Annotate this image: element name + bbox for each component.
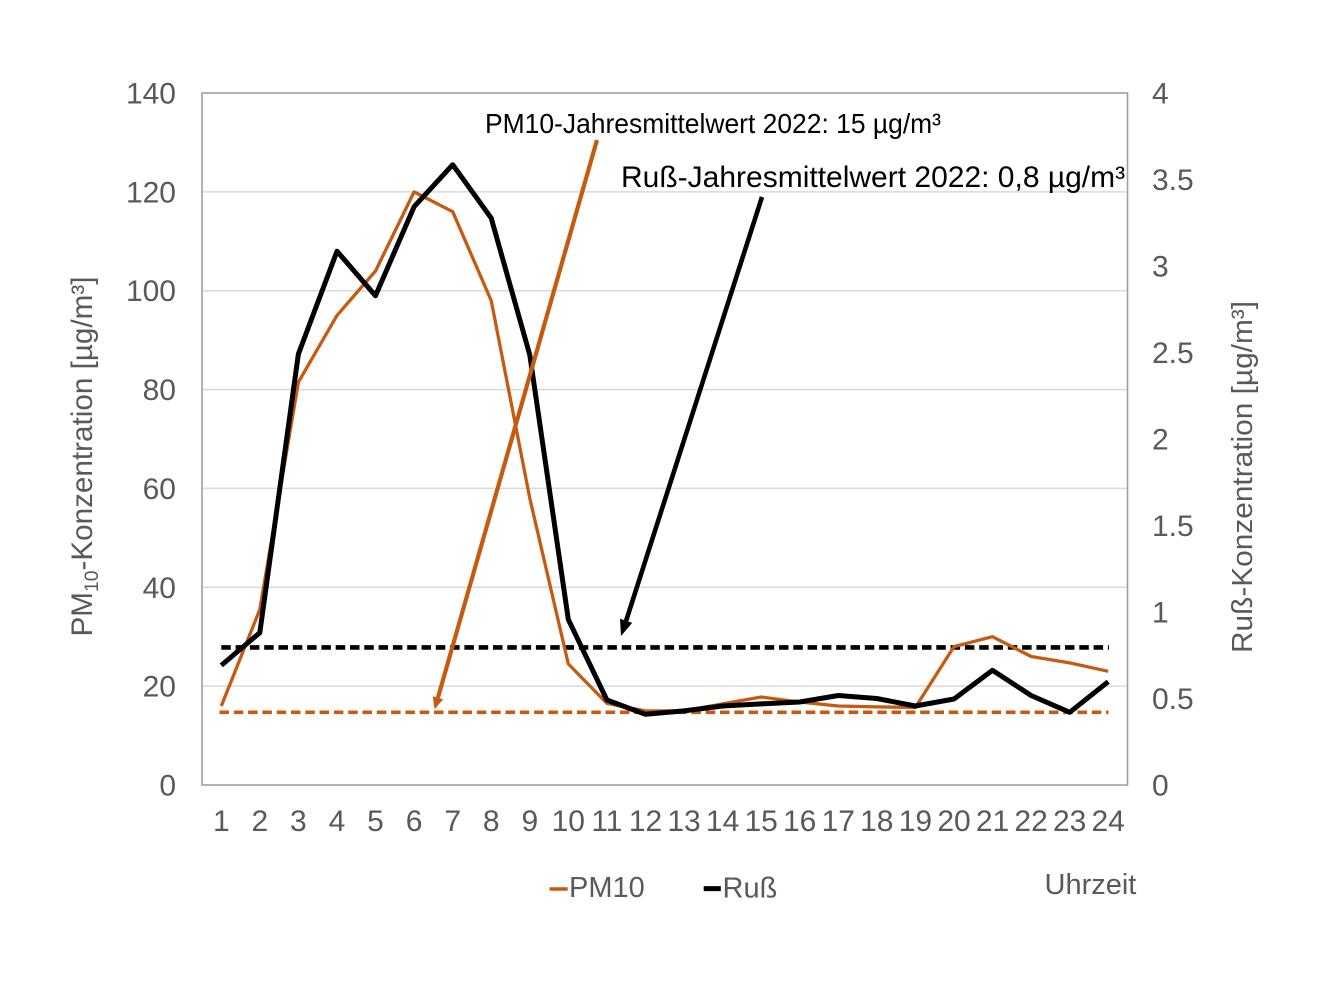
svg-text:3.5: 3.5 [1152, 164, 1194, 197]
svg-text:3: 3 [290, 805, 307, 838]
svg-text:24: 24 [1092, 805, 1125, 838]
svg-text:5: 5 [367, 805, 384, 838]
svg-text:1: 1 [213, 805, 230, 838]
svg-text:80: 80 [143, 374, 176, 407]
svg-text:13: 13 [667, 805, 700, 838]
svg-text:Ruß: Ruß [723, 873, 778, 905]
svg-text:Ruß-Konzentration [µg/m³]: Ruß-Konzentration [µg/m³] [1227, 301, 1259, 653]
svg-text:120: 120 [126, 176, 176, 209]
svg-text:14: 14 [706, 805, 739, 838]
svg-text:20: 20 [937, 805, 970, 838]
svg-text:12: 12 [629, 805, 662, 838]
svg-text:PM10: PM10 [569, 872, 645, 904]
svg-text:21: 21 [976, 805, 1009, 838]
svg-text:PM10-Konzentration [µg/m³]: PM10-Konzentration [µg/m³] [66, 277, 103, 637]
svg-text:Uhrzeit: Uhrzeit [1045, 869, 1137, 901]
svg-text:15: 15 [745, 805, 778, 838]
svg-text:7: 7 [444, 805, 461, 838]
svg-text:18: 18 [860, 805, 893, 838]
svg-text:0: 0 [159, 770, 176, 803]
svg-text:9: 9 [521, 805, 538, 838]
svg-text:100: 100 [126, 275, 176, 308]
svg-text:6: 6 [406, 805, 423, 838]
svg-text:17: 17 [822, 805, 855, 838]
svg-text:40: 40 [143, 572, 176, 605]
svg-text:140: 140 [126, 78, 176, 111]
svg-text:10: 10 [552, 805, 585, 838]
svg-text:4: 4 [329, 805, 346, 838]
svg-text:60: 60 [143, 473, 176, 506]
svg-text:2: 2 [251, 805, 268, 838]
svg-text:0: 0 [1152, 770, 1169, 803]
svg-text:16: 16 [783, 805, 816, 838]
svg-text:3: 3 [1152, 251, 1169, 284]
svg-text:1.5: 1.5 [1152, 510, 1194, 543]
svg-text:4: 4 [1152, 78, 1169, 111]
svg-text:2: 2 [1152, 424, 1169, 457]
svg-text:1: 1 [1152, 597, 1169, 630]
svg-text:PM10-Jahresmittelwert 2022: 15: PM10-Jahresmittelwert 2022: 15 µg/m³ [485, 108, 941, 139]
svg-text:22: 22 [1014, 805, 1047, 838]
svg-text:8: 8 [483, 805, 500, 838]
svg-text:19: 19 [899, 805, 932, 838]
svg-text:0.5: 0.5 [1152, 683, 1194, 716]
svg-text:11: 11 [591, 805, 622, 838]
svg-text:Ruß-Jahresmittelwert 2022: 0,8: Ruß-Jahresmittelwert 2022: 0,8 µg/m³ [621, 161, 1125, 194]
svg-text:2.5: 2.5 [1152, 337, 1194, 370]
svg-text:23: 23 [1053, 805, 1086, 838]
svg-text:20: 20 [143, 671, 176, 704]
